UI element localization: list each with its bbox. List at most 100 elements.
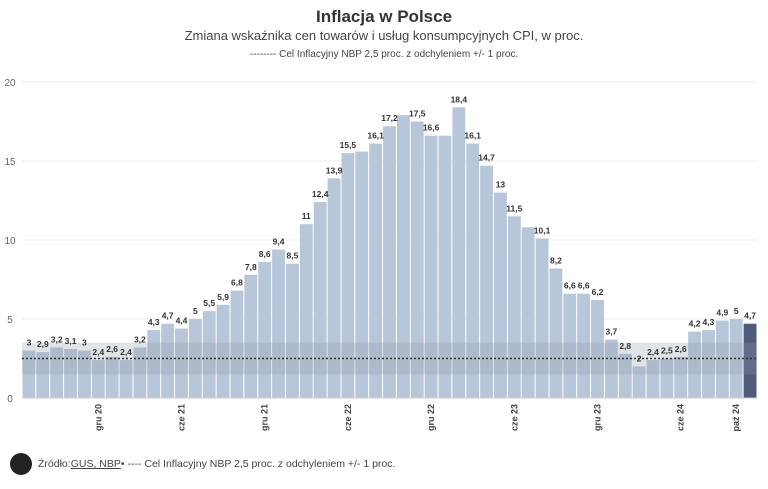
bar: [230, 290, 244, 398]
data-label: 6,8: [231, 278, 243, 288]
bar: [285, 263, 299, 398]
bar: [715, 320, 729, 398]
bar: [646, 360, 660, 398]
bar: [424, 135, 438, 398]
bar: [50, 347, 64, 398]
data-label: 12,4: [312, 189, 329, 199]
bar: [272, 249, 285, 398]
x-tick-label: gru 22: [426, 404, 436, 431]
y-tick-label: 0: [7, 394, 13, 405]
data-label: 17,5: [409, 109, 426, 119]
bar: [549, 268, 563, 398]
bar: [480, 165, 494, 398]
bar: [577, 293, 591, 398]
data-label: 6,2: [592, 287, 604, 297]
data-label: 5: [193, 306, 198, 316]
bar: [396, 115, 410, 399]
bar: [36, 352, 50, 398]
data-label: 2,5: [661, 346, 673, 356]
bar: [299, 224, 313, 398]
bar: [438, 135, 452, 398]
x-tick-label: gru 20: [93, 404, 103, 431]
bar: [216, 304, 230, 398]
y-tick-label: 15: [4, 157, 16, 168]
bar: [494, 192, 507, 398]
y-tick-label: 20: [4, 78, 16, 89]
data-label: 4,7: [162, 311, 174, 321]
bar: [327, 178, 341, 398]
bar: [64, 349, 77, 398]
data-label: 2,4: [647, 347, 659, 357]
bar: [175, 328, 188, 398]
data-label: 4,7: [744, 311, 756, 321]
bar: [729, 319, 743, 398]
bar: [660, 358, 674, 398]
data-label: 16,6: [423, 123, 440, 133]
bar: [77, 350, 91, 398]
bar: [507, 216, 521, 398]
bar: [369, 143, 383, 398]
bar: [202, 311, 216, 398]
data-label: 10,1: [534, 225, 551, 235]
data-label: 4,3: [148, 317, 160, 327]
data-label: 8,2: [550, 255, 562, 265]
data-label: 13,9: [326, 165, 343, 175]
data-label: 6,6: [578, 281, 590, 291]
data-label: 3,2: [134, 334, 146, 344]
bar: [22, 350, 36, 398]
data-label: 8,5: [287, 251, 299, 261]
data-label: 11,5: [506, 203, 522, 213]
bar: [563, 293, 577, 398]
y-tick-label: 10: [4, 236, 16, 247]
data-label: 11: [302, 211, 311, 221]
y-tick-label: 5: [7, 315, 13, 326]
bar: [410, 121, 424, 398]
data-label: 17,2: [381, 113, 398, 123]
x-tick-label: gru 23: [593, 404, 603, 431]
x-tick-label: cze 21: [176, 404, 186, 431]
data-label: 8,6: [259, 249, 271, 259]
data-label: 4,3: [703, 317, 715, 327]
footer-legend: • ---- Cel Inflacyjny NBP 2,5 proc. z od…: [120, 458, 396, 470]
tvn24-logo: [10, 453, 32, 475]
data-label: 16,1: [367, 131, 384, 141]
bar: [702, 330, 715, 398]
data-label: 4,2: [689, 319, 701, 329]
data-label: 6,6: [564, 281, 576, 291]
bar: [161, 323, 175, 398]
data-label: 2,8: [619, 341, 631, 351]
data-label: 2,4: [120, 347, 132, 357]
x-tick-label: gru 21: [260, 404, 270, 431]
bar: [604, 339, 618, 398]
chart-title: Inflacja w Polsce: [315, 7, 453, 26]
bar: [674, 356, 688, 398]
bar: [91, 360, 105, 398]
data-label: 3: [82, 338, 87, 348]
bar: [147, 330, 161, 398]
data-label: 2,4: [92, 347, 104, 357]
bar: [743, 323, 757, 398]
data-label: 5,9: [217, 292, 229, 302]
footer: Źródło: GUS, NBP • ---- Cel Inflacyjny N…: [10, 452, 395, 476]
source-links[interactable]: GUS, NBP: [70, 458, 121, 470]
data-label: 3: [27, 338, 32, 348]
bar: [105, 356, 119, 398]
bar: [313, 202, 327, 398]
bar: [452, 107, 466, 398]
bar: [244, 274, 258, 398]
bar: [618, 353, 632, 398]
x-tick-label: cze 24: [676, 404, 686, 431]
chart-subtitle: Zmiana wskaźnika cen towarów i usług kon…: [184, 28, 584, 43]
target-note: -------- Cel Inflacyjny NBP 2,5 proc. z …: [249, 49, 519, 60]
data-label: 4,9: [716, 308, 728, 318]
data-label: 3,1: [65, 336, 77, 346]
data-label: 5,5: [203, 298, 215, 308]
bar: [466, 143, 480, 398]
data-label: 3,7: [605, 327, 617, 337]
data-label: 16,1: [464, 131, 481, 141]
data-label: 7,8: [245, 262, 257, 272]
bar: [688, 331, 702, 398]
data-label: 2,6: [106, 344, 118, 354]
bar: [341, 153, 355, 398]
